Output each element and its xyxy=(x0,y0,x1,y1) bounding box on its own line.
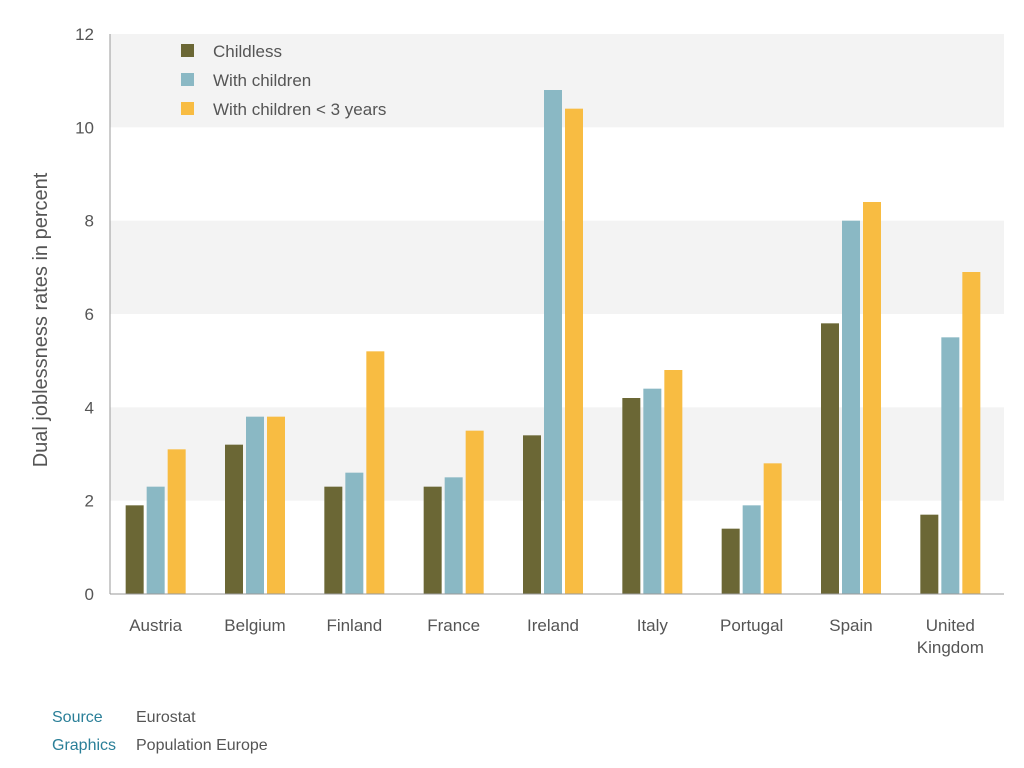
x-tick-label: Belgium xyxy=(224,616,285,635)
legend-swatch xyxy=(181,44,194,57)
bar-childless-portugal xyxy=(721,528,740,594)
bar-with-children-united-kingdom xyxy=(941,337,960,594)
bar-with-children-3-years-ireland xyxy=(565,108,583,595)
y-tick-label: 8 xyxy=(85,212,94,231)
bar-with-children-3-years-italy xyxy=(664,370,683,594)
x-tick-label: France xyxy=(427,616,480,635)
graphics-line: Graphics Population Europe xyxy=(52,737,268,755)
bar-with-children-portugal xyxy=(742,505,761,594)
y-tick-label: 0 xyxy=(85,585,94,604)
y-tick-label: 2 xyxy=(85,492,94,511)
source-label: Source xyxy=(52,709,103,726)
bar-with-children-austria xyxy=(146,486,165,594)
y-tick-label: 6 xyxy=(85,305,94,324)
bar-childless-spain xyxy=(821,323,839,594)
legend-swatch xyxy=(181,102,194,115)
bar-with-children-3-years-spain xyxy=(863,202,881,594)
bar-childless-belgium xyxy=(225,444,243,594)
bars xyxy=(125,90,981,595)
bar-chart: 0 2 4 6 8 10 12 Austria Belgium Finland France Ire… xyxy=(30,25,1004,657)
bar-childless-italy xyxy=(622,398,641,594)
bar-with-children-belgium xyxy=(246,416,264,594)
bar-with-children-france xyxy=(444,477,463,594)
bar-childless-united-kingdom xyxy=(920,514,939,594)
bar-with-children-spain xyxy=(842,220,860,594)
y-axis-title: Dual joblessness rates in percent xyxy=(30,172,52,467)
bar-with-children-finland xyxy=(345,472,364,594)
bar-with-children-3-years-france xyxy=(465,430,484,594)
y-tick-label: 10 xyxy=(75,118,94,137)
y-tick-label: 12 xyxy=(75,25,94,44)
bar-childless-france xyxy=(423,486,442,594)
bar-with-children-ireland xyxy=(544,90,562,594)
legend: Childless With children With children < 3 … xyxy=(181,42,386,119)
x-tick-label: Ireland xyxy=(527,616,579,635)
x-tick-label: United Kingdom xyxy=(917,616,984,657)
bar-with-children-italy xyxy=(643,388,662,594)
bar-childless-finland xyxy=(324,486,343,594)
bar-with-children-3-years-portugal xyxy=(763,463,782,594)
x-tick-label: Spain xyxy=(829,616,872,635)
source-line: Source Eurostat xyxy=(52,709,196,727)
bar-with-children-3-years-belgium xyxy=(267,416,285,594)
bar-with-children-3-years-finland xyxy=(366,351,385,594)
x-tick-label: Austria xyxy=(129,616,182,635)
source-value: Eurostat xyxy=(136,709,196,726)
graphics-value: Population Europe xyxy=(136,737,268,754)
x-tick-label: Portugal xyxy=(720,616,783,635)
bar-with-children-3-years-united-kingdom xyxy=(962,272,981,594)
legend-label: With children xyxy=(213,71,311,90)
y-tick-label: 4 xyxy=(85,398,94,417)
legend-swatch xyxy=(181,73,194,86)
bar-with-children-3-years-austria xyxy=(167,449,186,594)
legend-label: With children < 3 years xyxy=(213,100,386,119)
graphics-label: Graphics xyxy=(52,737,117,754)
x-tick-label: Finland xyxy=(326,616,382,635)
x-axis: Austria Belgium Finland France Ireland Italy P… xyxy=(110,593,1004,657)
bar-childless-austria xyxy=(125,505,144,594)
x-tick-label: Italy xyxy=(637,616,669,635)
legend-label: Childless xyxy=(213,42,282,61)
y-axis: 0 2 4 6 8 10 12 xyxy=(75,25,111,604)
bar-childless-ireland xyxy=(523,435,541,594)
